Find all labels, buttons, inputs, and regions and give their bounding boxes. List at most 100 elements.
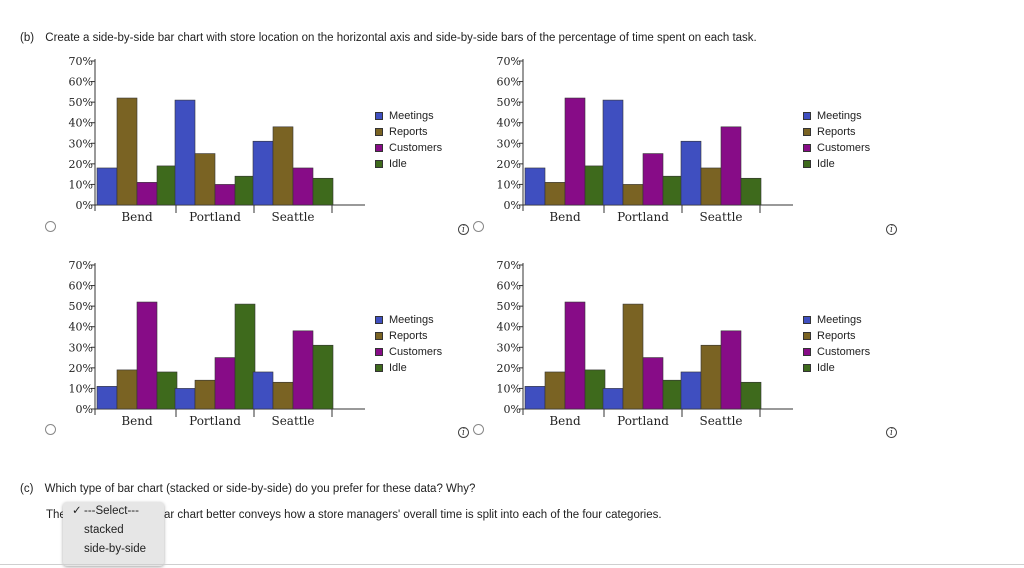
legend-swatch	[803, 316, 811, 324]
radio-option-3[interactable]	[45, 424, 56, 435]
bar-customers-portland	[642, 153, 664, 206]
y-tick-label: 20%	[69, 158, 93, 171]
category-label: Bend	[121, 210, 153, 224]
bar-reports-portland	[194, 379, 216, 410]
legend-label: Customers	[817, 142, 871, 154]
bar-idle-seattle	[740, 177, 762, 206]
dropdown-selected-item[interactable]: ✓ ---Select---	[63, 502, 164, 521]
bar-customers-bend	[136, 182, 158, 206]
bar-customers-bend	[564, 97, 586, 206]
dropdown-option-side-by-side[interactable]: side-by-side	[84, 543, 146, 555]
bar-meetings-portland	[602, 388, 624, 410]
bar-meetings-bend	[524, 167, 546, 206]
bar-reports-seattle	[700, 167, 722, 206]
legend-swatch	[803, 364, 811, 372]
legend-swatch	[375, 348, 383, 356]
bar-reports-portland	[622, 184, 644, 206]
legend-swatch	[803, 332, 811, 340]
chart-2-legend: Meetings Reports Customers Idle	[803, 108, 870, 172]
bar-idle-seattle	[312, 177, 334, 206]
y-tick-label: 0%	[76, 403, 93, 416]
bar-reports-seattle	[272, 126, 294, 206]
legend-label: Customers	[817, 346, 871, 358]
legend-label: Meetings	[389, 314, 434, 326]
bar-idle-portland	[662, 175, 684, 206]
y-tick-label: 40%	[497, 321, 521, 334]
y-tick-label: 0%	[504, 199, 521, 212]
question-c: (c) Which type of bar chart (stacked or …	[20, 483, 475, 495]
chart-option-4: 0% 10% 20% 30% 40% 50% 60% 70% Bend Portland Seatt…	[468, 256, 898, 456]
info-icon-1[interactable]: i	[458, 224, 469, 235]
y-tick-label: 70%	[497, 55, 521, 68]
legend-item-idle: Idle	[803, 360, 870, 376]
question-c-text: Which type of bar chart (stacked or side…	[44, 483, 476, 495]
category-label: Bend	[121, 414, 153, 428]
legend-label: Idle	[389, 362, 407, 374]
chart-2-svg: 0% 10% 20% 30% 40% 50% 60% 70% Bend Portland Seatt…	[497, 55, 793, 224]
chart-4-legend: Meetings Reports Customers Idle	[803, 312, 870, 376]
bar-meetings-bend	[96, 386, 118, 410]
legend-item-idle: Idle	[803, 156, 870, 172]
bar-customers-seattle	[720, 330, 742, 410]
bar-reports-seattle	[272, 381, 294, 410]
radio-option-1[interactable]	[45, 221, 56, 232]
y-tick-label: 50%	[497, 300, 521, 313]
dropdown-option-stacked[interactable]: stacked	[84, 524, 124, 536]
radio-option-4[interactable]	[473, 424, 484, 435]
bar-reports-portland	[194, 153, 216, 206]
y-tick-label: 0%	[504, 403, 521, 416]
info-icon-3[interactable]: i	[458, 427, 469, 438]
legend-label: Reports	[389, 330, 428, 342]
y-tick-label: 50%	[497, 96, 521, 109]
legend-item-reports: Reports	[803, 124, 870, 140]
y-tick-label: 10%	[497, 178, 521, 191]
dropdown-selected-label: ---Select---	[84, 505, 139, 517]
bar-customers-bend	[564, 301, 586, 410]
y-tick-label: 10%	[69, 382, 93, 395]
y-tick-label: 10%	[69, 178, 93, 191]
legend-swatch	[375, 112, 383, 120]
legend-swatch	[375, 316, 383, 324]
category-label: Seattle	[699, 210, 742, 224]
legend-item-idle: Idle	[375, 156, 442, 172]
question-b: (b) Create a side-by-side bar chart with…	[20, 32, 757, 44]
bar-reports-bend	[544, 371, 566, 410]
legend-item-reports: Reports	[375, 328, 442, 344]
category-label: Seattle	[271, 210, 314, 224]
legend-label: Reports	[817, 330, 856, 342]
legend-label: Reports	[817, 126, 856, 138]
chart-4-svg: 0% 10% 20% 30% 40% 50% 60% 70% Bend Portland Seatt…	[497, 259, 793, 428]
radio-option-2[interactable]	[473, 221, 484, 232]
legend-item-reports: Reports	[803, 328, 870, 344]
info-icon-2[interactable]: i	[886, 224, 897, 235]
category-label: Portland	[617, 210, 669, 224]
bar-idle-bend	[156, 165, 178, 206]
bar-customers-bend	[136, 301, 158, 410]
y-tick-label: 20%	[497, 362, 521, 375]
legend-swatch	[803, 128, 811, 136]
bar-customers-seattle	[292, 330, 314, 410]
legend-swatch	[803, 112, 811, 120]
bar-meetings-seattle	[680, 371, 702, 410]
category-label: Portland	[189, 414, 241, 428]
legend-item-meetings: Meetings	[803, 312, 870, 328]
legend-swatch	[375, 144, 383, 152]
bar-meetings-seattle	[252, 371, 274, 410]
chart-3-svg: 0% 10% 20% 30% 40% 50% 60% 70% Bend Portland Seatt…	[69, 259, 365, 428]
y-tick-label: 30%	[497, 137, 521, 150]
info-icon-4[interactable]: i	[886, 427, 897, 438]
category-label: Seattle	[699, 414, 742, 428]
legend-label: Customers	[389, 346, 443, 358]
check-icon: ✓	[72, 505, 82, 517]
legend-swatch	[375, 128, 383, 136]
legend-item-customers: Customers	[375, 344, 442, 360]
chart-type-dropdown[interactable]: ✓ ---Select--- stacked side-by-side	[63, 502, 164, 566]
chart-option-2: 0% 10% 20% 30% 40% 50% 60% 70% Bend Portland Seatt…	[468, 52, 898, 252]
category-label: Bend	[549, 414, 581, 428]
legend-label: Reports	[389, 126, 428, 138]
y-tick-label: 20%	[497, 158, 521, 171]
legend-label: Idle	[389, 158, 407, 170]
bar-idle-portland	[234, 303, 256, 410]
bar-meetings-portland	[602, 99, 624, 206]
bar-idle-portland	[662, 379, 684, 410]
